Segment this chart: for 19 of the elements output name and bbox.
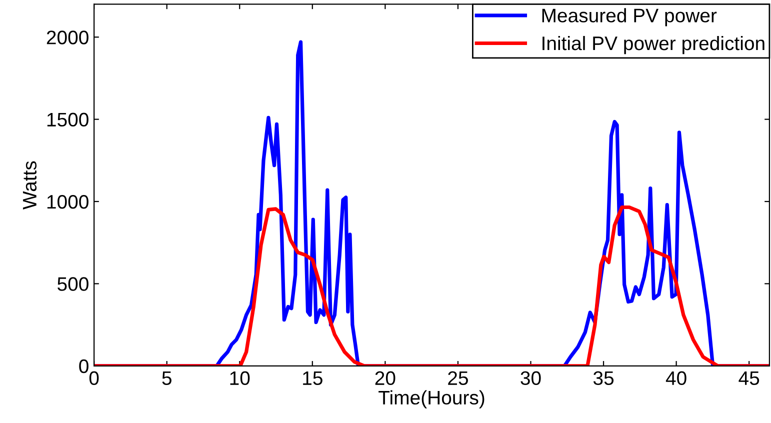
x-tick-label: 35 — [593, 371, 614, 386]
x-tick-label: 0 — [89, 371, 99, 386]
x-tick-label: 25 — [448, 371, 468, 386]
y-tick-label: 500 — [58, 277, 88, 291]
y-tick-label: 1500 — [47, 112, 88, 127]
x-tick-label: 10 — [230, 371, 250, 386]
legend-label: Measured PV power — [542, 8, 717, 26]
x-tick-label: 30 — [520, 371, 541, 386]
y-tick-label: 0 — [79, 359, 88, 374]
x-tick-label: 15 — [303, 371, 322, 386]
x-tick-label: 5 — [162, 371, 172, 386]
x-tick-label: 45 — [738, 371, 760, 386]
legend-label: Initial PV power prediction — [542, 36, 764, 54]
x-axis-title: Time(Hours) — [378, 390, 484, 408]
y-tick-label: 1000 — [47, 194, 88, 209]
x-tick-label: 20 — [375, 371, 396, 386]
y-tick-label: 2000 — [46, 30, 88, 44]
x-tick-label: 40 — [666, 371, 686, 386]
y-axis-title: Watts — [22, 161, 37, 210]
